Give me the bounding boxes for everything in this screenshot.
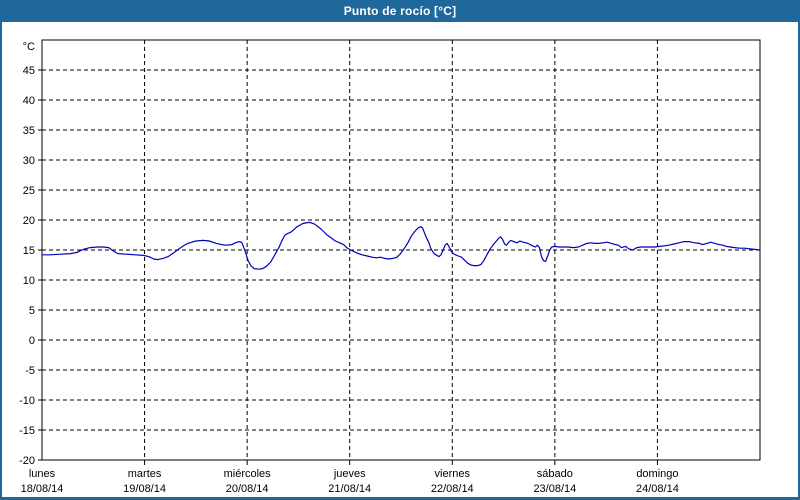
x-day-label: jueves: [333, 468, 366, 480]
dewpoint-line: [41, 221, 761, 270]
y-tick-label: 40: [23, 95, 35, 107]
y-tick-label: -10: [19, 395, 35, 407]
y-tick-label: 20: [23, 215, 35, 227]
x-date-label: 18/08/14: [21, 483, 64, 495]
x-date-label: 21/08/14: [328, 483, 371, 495]
x-day-label: domingo: [636, 468, 678, 480]
y-tick-label: 30: [23, 155, 35, 167]
x-day-label: sábado: [537, 468, 573, 480]
y-tick-label: 25: [23, 185, 35, 197]
x-day-label: viernes: [435, 468, 471, 480]
y-tick-label: 5: [29, 305, 35, 317]
x-day-label: miércoles: [224, 468, 272, 480]
x-day-label: martes: [128, 468, 162, 480]
y-tick-label: 35: [23, 125, 35, 137]
y-tick-label: -20: [19, 455, 35, 467]
y-tick-label: 45: [23, 65, 35, 77]
y-tick-label: 0: [29, 335, 35, 347]
chart-title-bar: Punto de rocío [°C]: [0, 0, 800, 22]
y-tick-label: 10: [23, 275, 35, 287]
x-date-label: 22/08/14: [431, 483, 474, 495]
chart-title: Punto de rocío [°C]: [343, 4, 457, 18]
x-date-label: 24/08/14: [636, 483, 679, 495]
y-axis-unit-label: °C: [23, 41, 35, 53]
x-date-label: 19/08/14: [123, 483, 166, 495]
x-date-label: 20/08/14: [226, 483, 269, 495]
y-tick-label: -15: [19, 425, 35, 437]
y-tick-label: 15: [23, 245, 35, 257]
x-date-label: 23/08/14: [533, 483, 576, 495]
y-tick-label: -5: [25, 365, 35, 377]
x-day-label: lunes: [29, 468, 56, 480]
